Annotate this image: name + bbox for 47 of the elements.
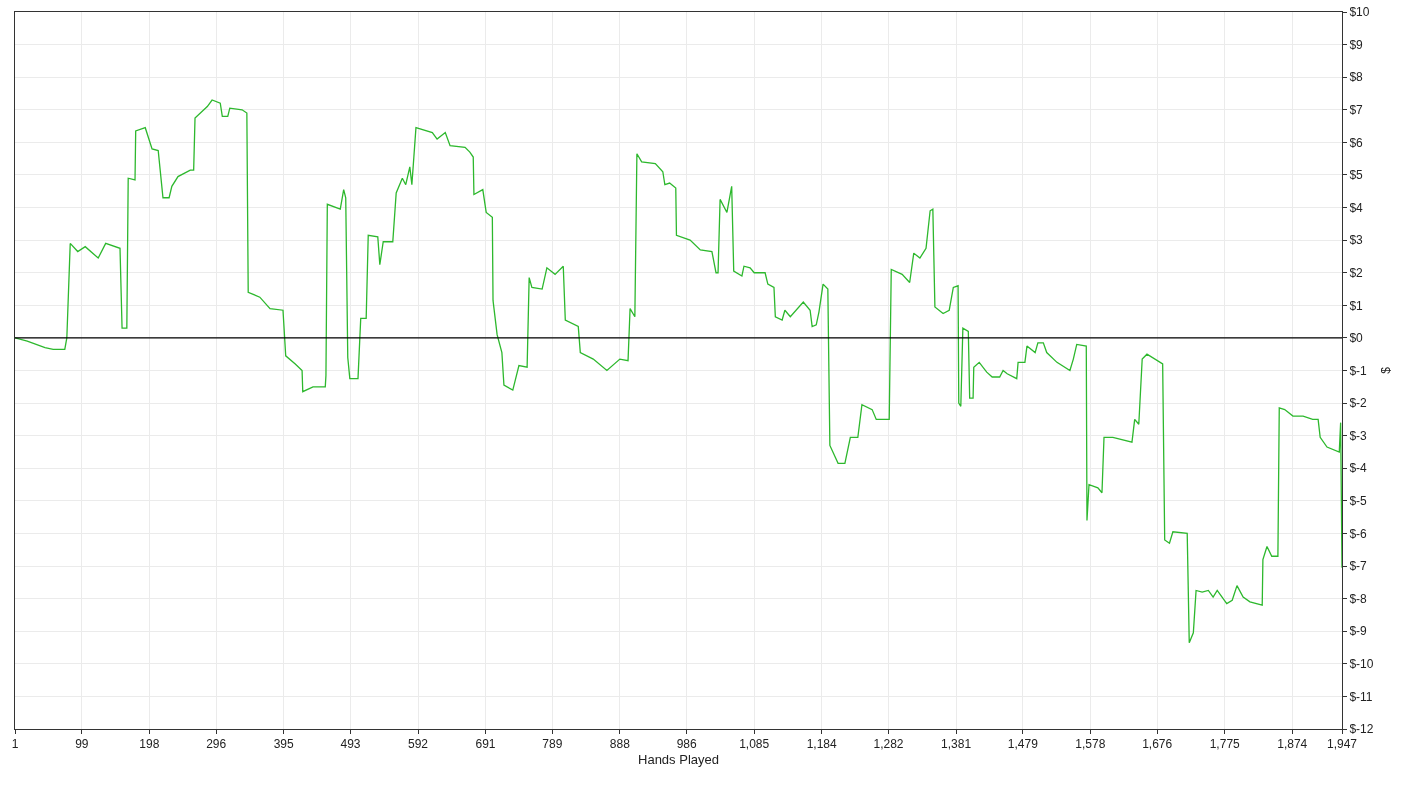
x-tick-label: 493: [340, 737, 361, 752]
y-tick-label: $-4: [1349, 461, 1368, 476]
y-tick-label: $-7: [1349, 559, 1368, 574]
y-tick-label: $-1: [1349, 363, 1368, 378]
y-tick-label: $-12: [1349, 722, 1374, 737]
y-tick-label: $1: [1349, 298, 1364, 313]
x-tick-label: 1,874: [1277, 737, 1308, 752]
x-tick-label: 888: [609, 737, 631, 752]
x-tick-label: 1,184: [806, 737, 838, 752]
y-tick-label: $-9: [1349, 624, 1368, 639]
x-tick-label: 1,676: [1142, 737, 1173, 752]
y-tick-label: $-2: [1349, 396, 1368, 411]
y-tick-label: $-10: [1349, 657, 1374, 672]
y-tick-label: $2: [1349, 265, 1364, 280]
y-axis-title: $: [1378, 366, 1393, 374]
x-tick-label: 1,479: [1007, 737, 1039, 752]
x-tick-label: 691: [475, 737, 496, 752]
y-tick-label: $-3: [1349, 428, 1368, 443]
y-tick-label: $4: [1349, 200, 1364, 215]
y-tick-label: $-11: [1349, 689, 1373, 704]
x-tick-label: 1,947: [1326, 737, 1358, 752]
y-tick-label: $10: [1349, 5, 1370, 20]
x-tick-label: 1,578: [1075, 737, 1106, 752]
y-tick-label: $8: [1349, 70, 1364, 85]
x-tick-label: 592: [407, 737, 429, 752]
y-tick-label: $0: [1349, 331, 1364, 346]
x-tick-label: 1,085: [739, 737, 770, 752]
y-tick-label: $-6: [1349, 526, 1368, 541]
line-series: [15, 99, 1342, 644]
x-tick-label: 1: [11, 737, 19, 752]
x-tick-label: 1,282: [873, 737, 904, 752]
x-tick-label: 1,381: [941, 737, 972, 752]
x-tick-label: 99: [75, 737, 89, 752]
y-tick-label: $5: [1349, 168, 1364, 183]
y-tick-label: $-8: [1349, 591, 1368, 606]
x-tick-label: 296: [206, 737, 227, 752]
y-tick-label: $-5: [1349, 494, 1368, 509]
y-tick-label: $6: [1349, 135, 1364, 150]
x-tick-label: 198: [139, 737, 160, 752]
x-tick-label: 1,775: [1209, 737, 1241, 752]
x-tick-label: 789: [542, 737, 563, 752]
y-tick-label: $3: [1349, 233, 1364, 248]
x-axis-title: Hands Played: [638, 752, 719, 767]
y-tick-label: $9: [1349, 37, 1364, 52]
x-tick-label: 395: [273, 737, 294, 752]
x-tick-label: 986: [676, 737, 698, 752]
y-tick-label: $7: [1349, 102, 1364, 117]
